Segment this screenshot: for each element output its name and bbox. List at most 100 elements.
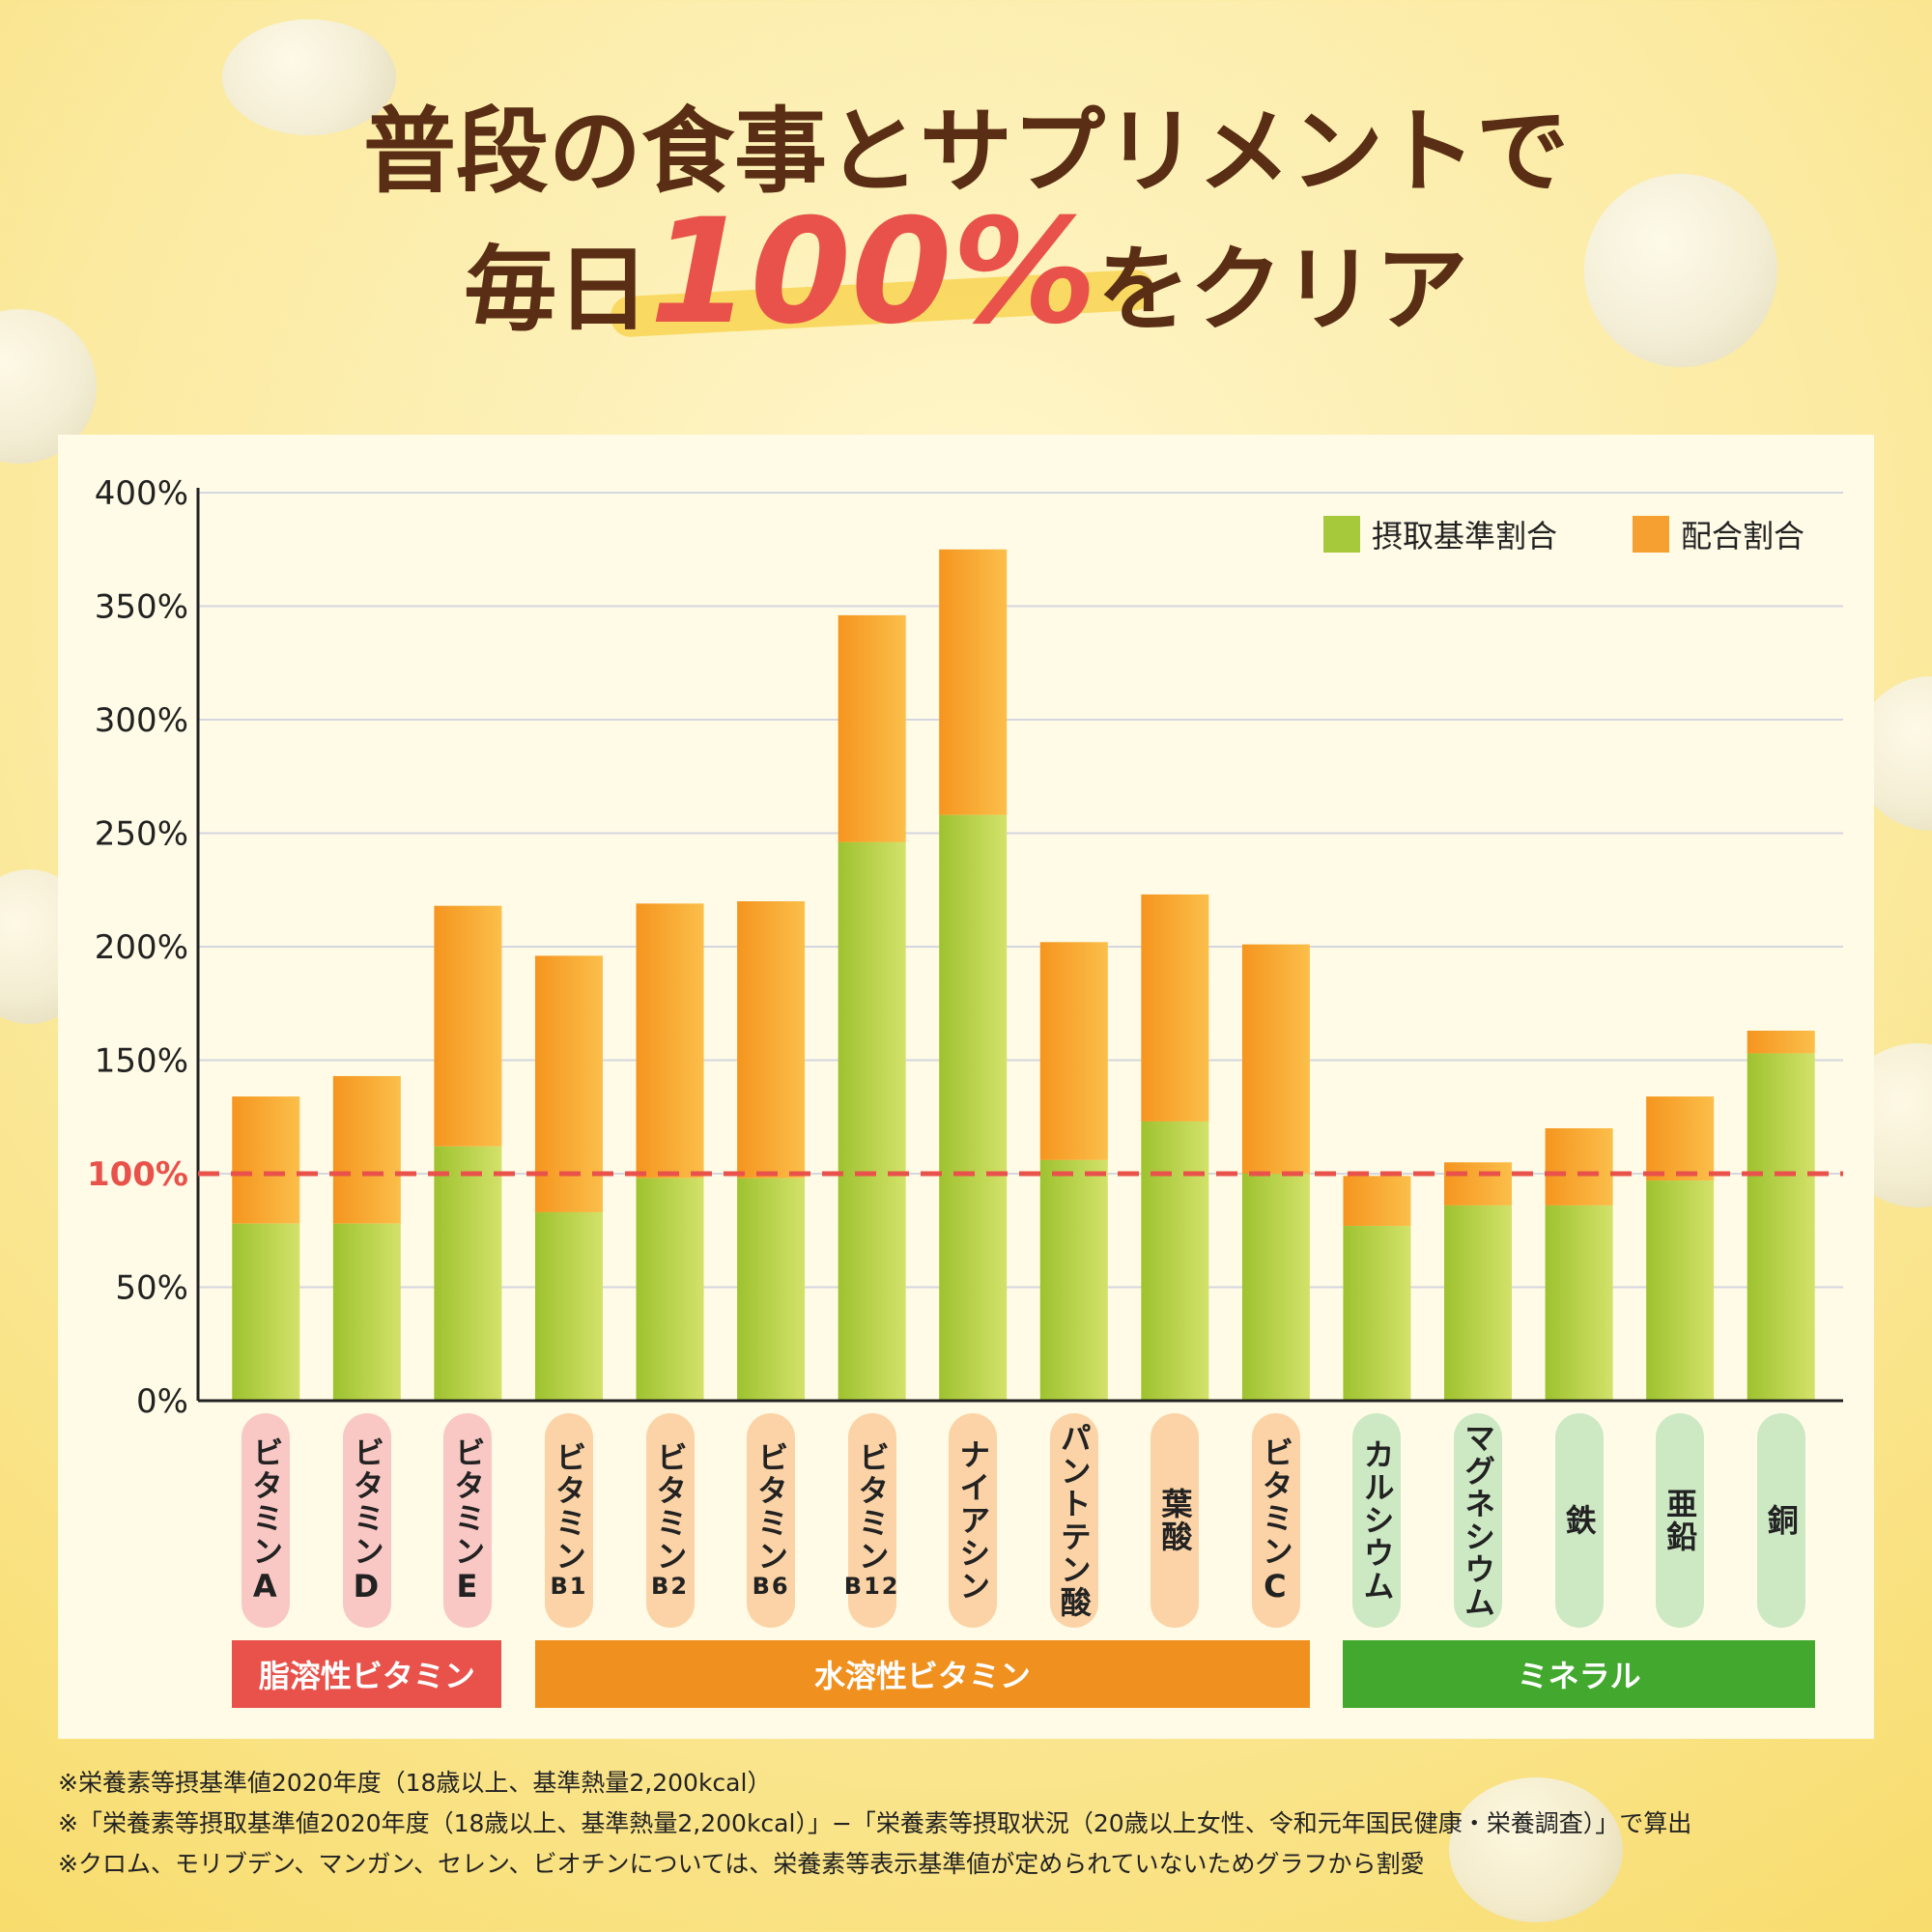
x-tick-label-main: ビタミン xyxy=(550,1441,587,1573)
x-tick-label-main: マグネシウム xyxy=(1460,1422,1497,1619)
bar-formulation-ratio xyxy=(939,549,1008,815)
y-tick-label: 100% xyxy=(87,1155,188,1194)
bar-intake-ratio xyxy=(1141,1121,1209,1401)
x-tick-label-main: ビタミン xyxy=(1257,1436,1294,1568)
bar-formulation-ratio xyxy=(1141,894,1209,1122)
pill-decoration xyxy=(1449,1777,1623,1922)
x-tick-label-main: ビタミン xyxy=(348,1436,385,1568)
x-tick-label: マグネシウム xyxy=(1454,1413,1503,1628)
x-tick-label-sub: A xyxy=(252,1568,279,1605)
bar-intake-ratio xyxy=(1241,1174,1310,1401)
x-tick-label: パントテン酸 xyxy=(1049,1413,1098,1628)
headline-100-percent: 100% xyxy=(649,188,1097,356)
y-tick-label: 50% xyxy=(115,1269,188,1308)
x-tick-label: ビタミン E xyxy=(443,1413,493,1628)
x-tick-label: ビタミン D xyxy=(342,1413,391,1628)
x-tick-label: ビタミン C xyxy=(1251,1413,1300,1628)
bar-formulation-ratio xyxy=(1039,942,1108,1160)
bar-formulation-ratio xyxy=(636,903,704,1179)
footnote: ※クロム、モリブデン、マンガン、セレン、ビオチンについては、栄養素等表示基準値が… xyxy=(58,1850,1425,1878)
y-tick-label: 250% xyxy=(95,815,188,854)
x-tick-label: ビタミン B6 xyxy=(747,1413,796,1628)
bar-formulation-ratio xyxy=(1241,944,1310,1174)
bar-intake-ratio xyxy=(737,1178,806,1401)
bar-intake-ratio xyxy=(838,841,906,1401)
bar-formulation-ratio xyxy=(1343,1176,1411,1227)
headline: 普段の食事とサプリメントで 毎日100%をクリア xyxy=(0,92,1932,351)
x-tick-label-main: 亜鉛 xyxy=(1662,1488,1699,1553)
group-label: 水溶性ビタミン xyxy=(534,1640,1310,1708)
y-tick-label: 400% xyxy=(95,474,188,513)
bar-formulation-ratio xyxy=(1444,1162,1513,1206)
legend-item: 摂取基準割合 xyxy=(1323,512,1557,556)
bar-intake-ratio xyxy=(1646,1180,1715,1401)
bar-intake-ratio xyxy=(332,1223,401,1401)
x-tick-label: ナイアシン xyxy=(949,1413,998,1628)
bar-intake-ratio xyxy=(1039,1159,1108,1401)
footnote: ※栄養素等摂基準値2020年度（18歳以上、基準熱量2,200kcal） xyxy=(58,1769,772,1797)
x-tick-label: ビタミン B1 xyxy=(544,1413,593,1628)
bar-intake-ratio xyxy=(534,1211,603,1401)
bar-formulation-ratio xyxy=(232,1096,300,1224)
x-tick-label: 亜鉛 xyxy=(1656,1413,1705,1628)
footnote: ※「栄養素等摂取基準値2020年度（18歳以上、基準熱量2,200kcal）」−… xyxy=(58,1809,1692,1837)
x-tick-label-main: ビタミン xyxy=(247,1436,285,1568)
y-tick-label: 200% xyxy=(95,928,188,967)
x-tick-label-main: 葉酸 xyxy=(1156,1488,1194,1553)
x-tick-label-main: ナイアシン xyxy=(954,1438,992,1603)
bar-intake-ratio xyxy=(1343,1226,1411,1401)
group-label: ミネラル xyxy=(1343,1640,1815,1708)
footnotes: ※栄養素等摂基準値2020年度（18歳以上、基準熱量2,200kcal） ※「栄… xyxy=(58,1763,1691,1885)
bar-formulation-ratio xyxy=(1747,1030,1815,1054)
x-tick-label: ビタミン A xyxy=(242,1413,291,1628)
headline-pre: 毎日 xyxy=(464,236,650,344)
x-tick-label-main: ビタミン xyxy=(449,1436,487,1568)
headline-line2: 毎日100%をクリア xyxy=(0,200,1932,351)
x-tick-label-sub: B6 xyxy=(752,1573,790,1600)
bar-formulation-ratio xyxy=(838,614,906,842)
x-tick-label-sub: B2 xyxy=(651,1573,690,1600)
legend-item: 配合割合 xyxy=(1633,512,1804,556)
bar-formulation-ratio xyxy=(434,905,502,1147)
bar-formulation-ratio xyxy=(1646,1096,1715,1181)
bar-formulation-ratio xyxy=(1545,1128,1613,1206)
x-tick-label-main: 銅 xyxy=(1762,1504,1800,1537)
y-tick-label: 0% xyxy=(136,1382,188,1421)
x-tick-label: ビタミン B2 xyxy=(645,1413,695,1628)
bar-formulation-ratio xyxy=(332,1075,401,1224)
headline-line1: 普段の食事とサプリメントで xyxy=(363,98,1569,206)
x-tick-label-sub: E xyxy=(456,1568,480,1605)
legend-swatch xyxy=(1323,516,1360,553)
x-tick-label: 鉄 xyxy=(1554,1413,1604,1628)
group-label: 脂溶性ビタミン xyxy=(232,1640,502,1708)
x-tick-label-sub: B12 xyxy=(843,1573,900,1600)
x-tick-label-main: 鉄 xyxy=(1560,1504,1598,1537)
legend-swatch xyxy=(1633,516,1669,553)
pill-decoration xyxy=(1584,174,1777,367)
x-tick-label: 葉酸 xyxy=(1151,1413,1200,1628)
x-tick-label: ビタミン B12 xyxy=(844,1413,898,1628)
x-tick-label-main: カルシウム xyxy=(1358,1438,1396,1603)
x-tick-label-sub: B1 xyxy=(550,1573,588,1600)
x-tick-label-sub: C xyxy=(1264,1568,1289,1605)
pill-decoration xyxy=(222,19,396,135)
headline-post: をクリア xyxy=(1096,236,1468,344)
y-tick-label: 350% xyxy=(95,588,188,627)
bar-intake-ratio xyxy=(434,1146,502,1401)
bar-intake-ratio xyxy=(939,814,1008,1401)
x-tick-label-main: ビタミン xyxy=(651,1441,689,1573)
x-tick-label-sub: D xyxy=(353,1568,382,1605)
bar-intake-ratio xyxy=(1444,1205,1513,1401)
bar-formulation-ratio xyxy=(534,955,603,1212)
bar-formulation-ratio xyxy=(737,901,806,1179)
x-tick-label: カルシウム xyxy=(1352,1413,1402,1628)
x-tick-label-main: ビタミン xyxy=(753,1441,790,1573)
bar-intake-ratio xyxy=(232,1223,300,1401)
bar-intake-ratio xyxy=(1545,1205,1613,1401)
x-tick-label-main: ビタミン xyxy=(853,1441,891,1573)
x-tick-label: 銅 xyxy=(1756,1413,1805,1628)
legend-label: 配合割合 xyxy=(1681,518,1805,554)
bar-intake-ratio xyxy=(636,1178,704,1401)
y-tick-label: 300% xyxy=(95,701,188,740)
